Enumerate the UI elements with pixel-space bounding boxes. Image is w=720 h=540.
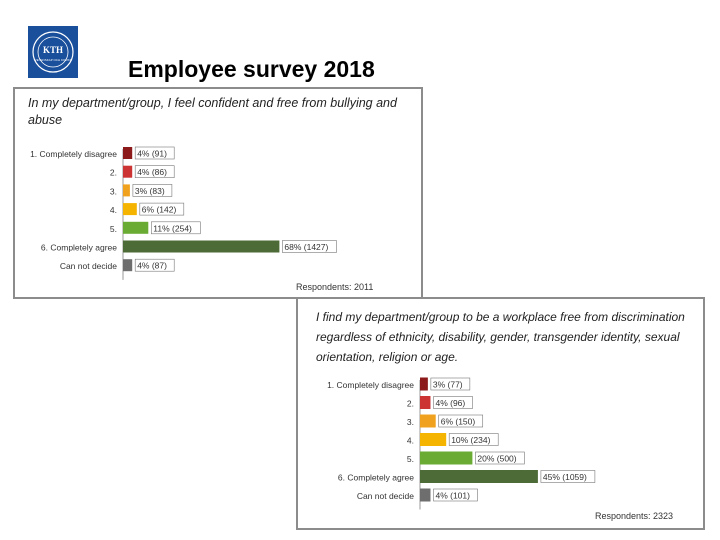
category-label: 3.: [407, 417, 414, 427]
category-label: 6. Completely agree: [41, 243, 117, 253]
data-label-box: [134, 165, 175, 178]
category-label: 3.: [110, 186, 117, 196]
bar: [123, 203, 137, 216]
data-label: 4% (101): [435, 491, 470, 501]
page-title: Employee survey 2018: [128, 56, 375, 82]
bar: [420, 433, 447, 446]
category-label: 1. Completely disagree: [30, 149, 117, 159]
data-label-box: [430, 377, 471, 391]
data-label-box: [134, 258, 175, 272]
data-label: 6% (150): [441, 417, 476, 427]
bar: [123, 221, 149, 234]
chart-question: I find my department/group to be a workp…: [316, 310, 685, 364]
data-label-box: [433, 488, 478, 502]
data-label-box: [448, 433, 499, 446]
category-label: 5.: [407, 454, 414, 464]
data-label: 10% (234): [451, 435, 490, 445]
data-label-box: [540, 470, 596, 483]
bar: [420, 396, 431, 409]
data-label: 3% (83): [135, 186, 165, 196]
data-label: 6% (142): [142, 205, 177, 215]
data-label: 4% (86): [137, 167, 167, 177]
bar: [420, 470, 538, 483]
data-label: 20% (500): [477, 454, 516, 464]
bar: [420, 451, 473, 465]
bar: [123, 165, 133, 178]
category-label: 2.: [407, 399, 414, 409]
category-label: 4.: [407, 436, 414, 446]
category-label: Can not decide: [357, 491, 414, 501]
data-label: 4% (96): [435, 398, 465, 408]
chart-question: In my department/group, I feel confident…: [28, 96, 397, 127]
bar: [123, 147, 133, 159]
data-label-box: [151, 221, 201, 235]
bar-chart-bullying: 1. Completely disagree 4% (91) 2. 4% (86) 3.…: [30, 146, 337, 280]
data-label-box: [475, 451, 525, 465]
respondents-count: Respondents: 2011: [296, 282, 374, 292]
category-label: 2.: [110, 168, 117, 178]
data-label-box: [433, 396, 473, 409]
data-label: 4% (91): [137, 149, 167, 159]
bar: [420, 377, 428, 391]
logo-text: KTH: [43, 45, 63, 55]
data-label-box: [139, 202, 185, 216]
data-label-box: [282, 240, 337, 253]
category-label: 1. Completely disagree: [327, 380, 414, 390]
data-label: 45% (1059): [543, 472, 587, 482]
data-label: 4% (87): [137, 261, 167, 271]
chart-panel-bullying: In my department/group, I feel confident…: [13, 87, 423, 299]
category-label: 6. Completely agree: [338, 473, 414, 483]
data-label-box: [132, 184, 173, 197]
logo-subtext: VETENSKAP OCH KONST: [35, 58, 72, 62]
chart-panel-discrimination: I find my department/group to be a workp…: [296, 297, 705, 530]
bar: [420, 488, 431, 502]
bar: [123, 184, 130, 197]
category-label: 5.: [110, 224, 117, 234]
bar: [123, 240, 280, 253]
data-label-box: [438, 414, 484, 428]
respondents-count: Respondents: 2323: [595, 511, 674, 521]
data-label-box: [134, 146, 175, 160]
data-label: 68% (1427): [284, 242, 328, 252]
bar: [420, 414, 436, 428]
category-label: 4.: [110, 205, 117, 215]
bar: [123, 259, 133, 272]
kth-logo: KTH VETENSKAP OCH KONST: [28, 26, 78, 78]
bar-chart-discrimination: 1. Completely disagree 3% (77) 2. 4% (96) 3.…: [327, 377, 596, 510]
data-label: 11% (254): [153, 223, 192, 233]
category-label: Can not decide: [60, 261, 117, 271]
data-label: 3% (77): [433, 380, 463, 390]
